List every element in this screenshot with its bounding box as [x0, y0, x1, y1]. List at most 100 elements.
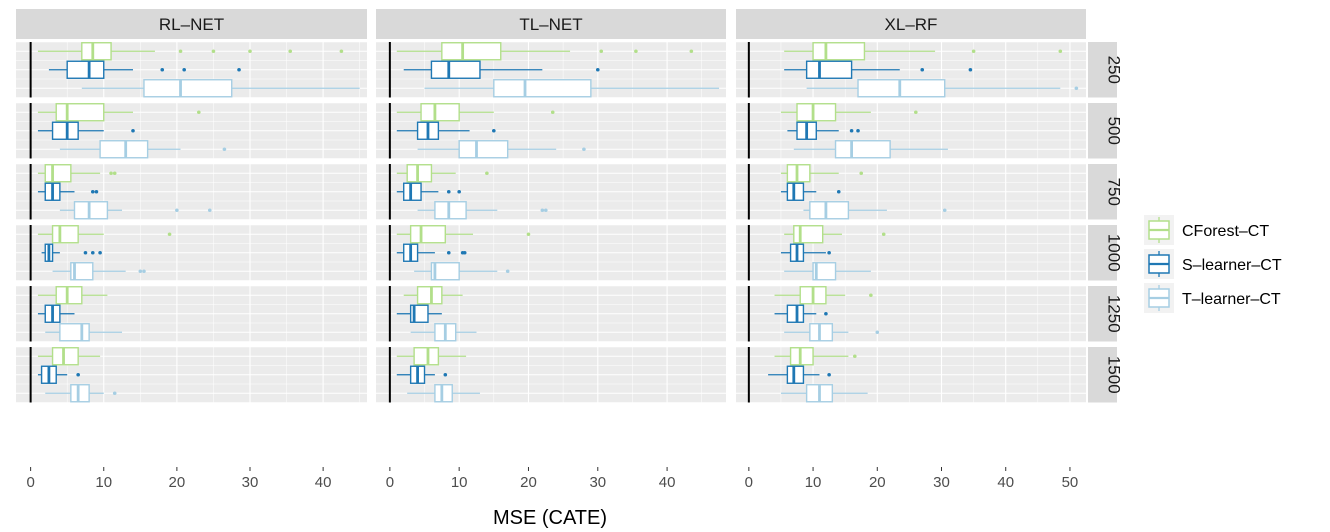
box-iqr — [406, 164, 433, 183]
box-iqr — [793, 225, 824, 244]
box — [37, 182, 99, 201]
box-iqr — [786, 365, 805, 384]
outlier-point — [544, 208, 548, 213]
box-iqr — [73, 201, 109, 220]
box-iqr — [70, 384, 90, 403]
box-iqr — [143, 79, 233, 98]
row-strip-label: 1250 — [1105, 295, 1124, 333]
x-tick-label: 30 — [589, 474, 606, 491]
facet-panel — [736, 41, 1086, 98]
box — [396, 121, 496, 140]
x-tick-label: 10 — [95, 474, 112, 491]
box — [37, 42, 344, 61]
column-strip-label: TL–NET — [519, 15, 582, 34]
box-iqr — [430, 60, 481, 79]
outlier-point — [288, 49, 293, 54]
outlier-point — [90, 189, 95, 194]
box-iqr — [805, 60, 853, 79]
legend-label: T–learner–CT — [1182, 291, 1281, 308]
box-iqr — [434, 384, 453, 403]
box-iqr — [857, 79, 946, 98]
box-iqr — [441, 42, 502, 61]
facet-panel — [16, 163, 367, 220]
column-strip-label: RL–NET — [159, 15, 224, 34]
outlier-point — [446, 250, 451, 255]
outlier-point — [237, 67, 241, 72]
facets: RL–NET 0 10 20 30 40 TL–NET 0 10 20 30 40 XL–RF 250 50… — [16, 9, 1124, 491]
facet-panel — [376, 102, 726, 159]
box-iqr — [493, 79, 592, 98]
x-tick-label: 0 — [26, 474, 34, 491]
box — [780, 243, 831, 262]
box-iqr — [59, 323, 90, 342]
box — [52, 262, 146, 281]
outlier-point — [222, 147, 227, 152]
box — [774, 304, 828, 323]
row-strip — [1088, 103, 1117, 159]
facet-panel — [16, 285, 367, 342]
facet-panel — [16, 102, 367, 159]
box — [424, 79, 720, 98]
x-tick-label: 40 — [997, 474, 1014, 491]
row-strip — [1088, 42, 1117, 98]
outlier-point — [914, 110, 918, 115]
box — [784, 225, 886, 244]
box-iqr — [70, 262, 94, 281]
box — [37, 347, 101, 366]
row-strip — [1088, 347, 1117, 403]
box — [37, 286, 108, 305]
box-iqr — [809, 201, 850, 220]
outlier-point — [505, 269, 510, 274]
outlier-point — [689, 49, 694, 54]
x-tick-label: 0 — [745, 474, 753, 491]
x-tick-label: 20 — [520, 474, 537, 491]
x-tick-label: 10 — [451, 474, 468, 491]
row-strip-label: 1500 — [1105, 356, 1124, 394]
box — [806, 79, 1079, 98]
outlier-point — [492, 128, 496, 133]
facet-panel — [736, 285, 1086, 342]
box-iqr — [51, 121, 79, 140]
box — [396, 304, 442, 323]
box — [59, 140, 227, 159]
box-iqr — [66, 60, 105, 79]
box-iqr — [786, 182, 805, 201]
outlier-point — [178, 49, 183, 54]
box — [774, 286, 873, 305]
outlier-point — [109, 171, 113, 176]
outlier-point — [968, 67, 973, 72]
outlier-point — [457, 189, 461, 194]
column-strip — [736, 9, 1086, 39]
facet-panel — [736, 163, 1086, 220]
outlier-point — [112, 171, 117, 176]
facet-panel — [736, 346, 1086, 403]
outlier-point — [94, 189, 99, 194]
facet-panel — [16, 346, 367, 403]
outlier-point — [207, 208, 212, 213]
outlier-point — [90, 250, 95, 255]
box — [37, 365, 80, 384]
box — [396, 164, 489, 183]
outlier-point — [540, 208, 545, 213]
outlier-point — [182, 67, 186, 72]
outlier-point — [211, 49, 216, 54]
box-iqr — [409, 225, 447, 244]
outlier-point — [827, 250, 831, 255]
box-iqr — [55, 286, 83, 305]
box — [414, 262, 510, 281]
box-iqr — [809, 323, 834, 342]
box-iqr — [458, 140, 509, 159]
outlier-point — [1058, 49, 1063, 54]
box — [396, 243, 467, 262]
outlier-point — [197, 110, 201, 115]
box — [410, 323, 477, 342]
facet-panel — [736, 224, 1086, 281]
box-iqr — [51, 347, 79, 366]
outlier-point — [167, 232, 172, 237]
outlier-point — [827, 372, 831, 377]
box — [403, 60, 600, 79]
outlier-point — [175, 208, 179, 213]
legend-item: S–learner–CT — [1144, 249, 1282, 279]
outlier-point — [595, 67, 600, 72]
